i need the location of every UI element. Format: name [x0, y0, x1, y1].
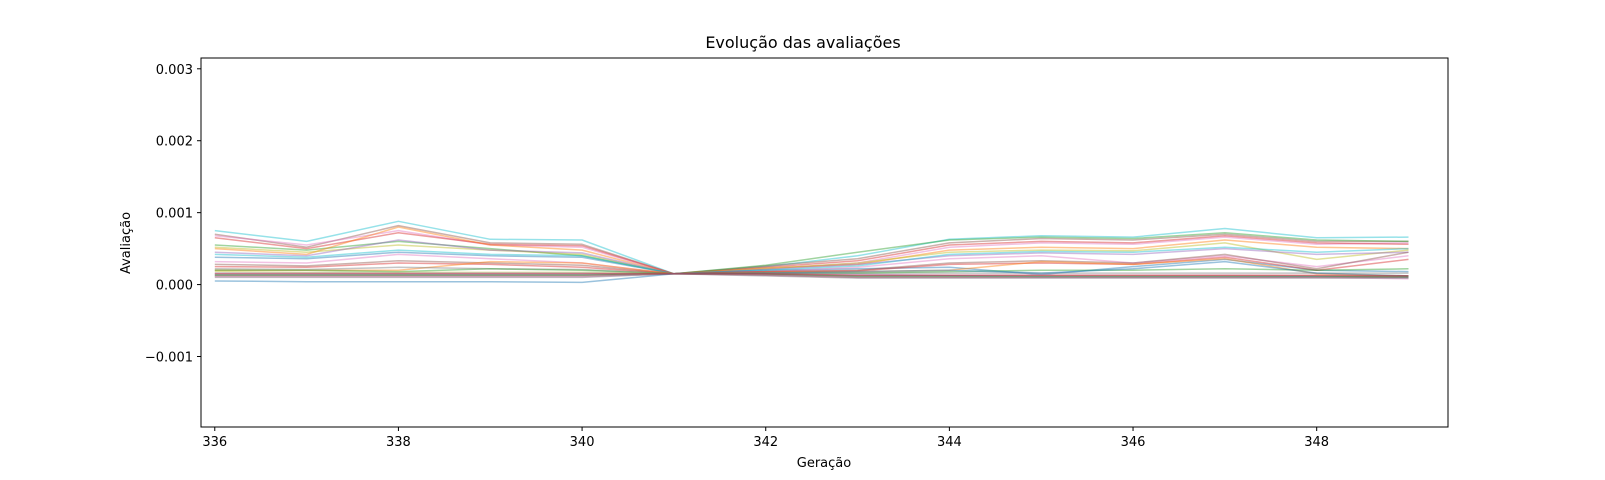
series-line-24	[214, 260, 1409, 284]
series-line-17	[214, 270, 1409, 277]
series-line-3	[214, 229, 1409, 275]
series-line-11	[214, 253, 1409, 275]
series-line-18	[214, 272, 1409, 277]
x-tick-label: 344	[937, 435, 962, 450]
series-line-8	[214, 239, 1409, 275]
y-tick-label: 0.000	[156, 279, 193, 294]
series-line-22	[214, 273, 1409, 280]
series-line-1	[214, 220, 1409, 275]
series-line-2	[214, 224, 1409, 275]
series-line-16	[214, 268, 1409, 275]
x-axis-ticks: 336 338 340 342 344 346 348	[202, 427, 1329, 450]
y-tick-label: −0.001	[145, 351, 193, 366]
series-line-13	[214, 256, 1409, 275]
series-line-15	[214, 266, 1409, 275]
series-line-5	[214, 232, 1409, 275]
series-line-9	[214, 251, 1409, 276]
series-line-20	[214, 273, 1409, 278]
series-line-19	[214, 273, 1409, 279]
y-axis-label: Avaliação	[119, 212, 134, 274]
y-axis-ticks: −0.001 0.000 0.001 0.002 0.003	[145, 63, 201, 366]
series-line-14	[214, 257, 1409, 277]
y-tick-label: 0.001	[156, 207, 193, 222]
x-tick-label: 340	[570, 435, 595, 450]
series-line-21	[214, 273, 1409, 279]
series-line-23	[214, 273, 1409, 279]
y-tick-label: 0.003	[156, 63, 193, 78]
chart-title: Evolução das avaliações	[705, 33, 900, 52]
y-tick-label: 0.002	[156, 135, 193, 150]
x-tick-label: 348	[1304, 435, 1329, 450]
x-tick-label: 338	[386, 435, 411, 450]
series-line-4	[214, 232, 1409, 275]
series-line-7	[214, 242, 1409, 275]
x-axis-label: Geração	[797, 456, 851, 471]
series-line-25	[214, 273, 1409, 277]
x-tick-label: 336	[202, 435, 227, 450]
series-line-6	[214, 226, 1409, 275]
x-tick-label: 342	[753, 435, 778, 450]
x-tick-label: 346	[1121, 435, 1146, 450]
plot-frame	[200, 57, 1449, 428]
series-line-12	[214, 251, 1409, 275]
series-line-10	[214, 246, 1409, 275]
series-lines	[214, 220, 1409, 284]
